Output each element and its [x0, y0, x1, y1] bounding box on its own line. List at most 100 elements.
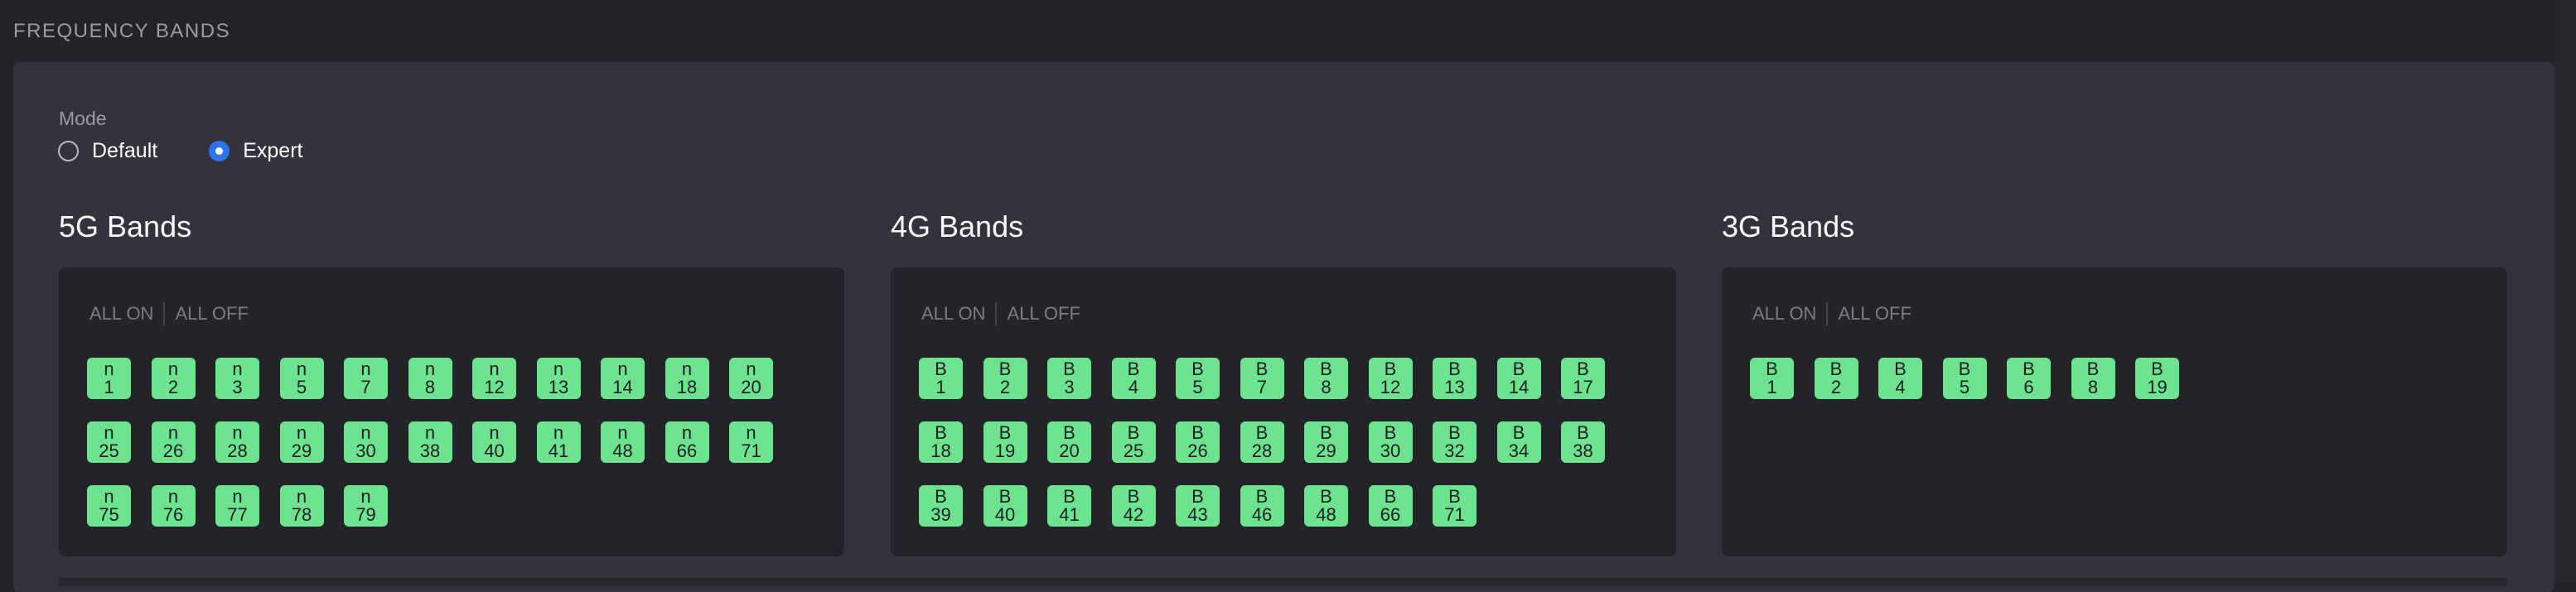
band-number: 20 — [1059, 440, 1080, 461]
band-chip-n1[interactable]: n 1 — [87, 358, 131, 399]
mode-label: Mode — [59, 108, 107, 129]
band-chip-n5[interactable]: n 5 — [279, 358, 324, 399]
band-chip-B29[interactable]: B 29 — [1304, 421, 1348, 463]
band-prefix: n — [296, 486, 307, 507]
band-chip-list: n 1 n 2 n 3 n 5 n 7 n 8 n 12 n 13 n 14 n… — [87, 358, 833, 527]
band-chip-B19[interactable]: B 19 — [2135, 358, 2179, 399]
band-number: 39 — [930, 504, 951, 525]
band-number: 8 — [424, 377, 436, 397]
band-toggles: ALL ON ALL OFF — [1752, 302, 1911, 325]
band-chip-B38[interactable]: B 38 — [1561, 421, 1605, 463]
band-prefix: n — [232, 422, 243, 443]
band-chip-B42[interactable]: B 42 — [1111, 485, 1156, 527]
radio-checked-icon[interactable] — [209, 141, 230, 161]
band-chip-n78[interactable]: n 78 — [279, 485, 324, 527]
band-chip-B4[interactable]: B 4 — [1878, 358, 1922, 399]
band-number: 5 — [1959, 377, 1970, 397]
band-chip-B2[interactable]: B 2 — [983, 358, 1027, 399]
band-chip-B30[interactable]: B 30 — [1368, 421, 1413, 463]
band-chip-n18[interactable]: n 18 — [665, 358, 709, 399]
all-on-button[interactable]: ALL ON — [89, 303, 154, 324]
band-chip-n41[interactable]: n 41 — [536, 421, 581, 463]
band-chip-B13[interactable]: B 13 — [1433, 358, 1476, 399]
band-chip-n12[interactable]: n 12 — [472, 358, 516, 399]
band-box: ALL ON ALL OFF n 1 n 2 n 3 n 5 n 7 n 8 n… — [59, 267, 844, 556]
band-chip-B48[interactable]: B 48 — [1304, 485, 1348, 527]
mode-radio-expert[interactable]: Expert — [209, 139, 302, 163]
band-chip-B2[interactable]: B 2 — [1814, 358, 1858, 399]
band-chip-n77[interactable]: n 77 — [215, 485, 259, 527]
band-chip-n14[interactable]: n 14 — [601, 358, 645, 399]
all-off-button[interactable]: ALL OFF — [175, 303, 249, 324]
band-chip-B7[interactable]: B 7 — [1240, 358, 1284, 399]
band-prefix: n — [167, 422, 179, 443]
band-chip-n28[interactable]: n 28 — [215, 421, 259, 463]
band-prefix: B — [1512, 359, 1525, 379]
band-chip-n20[interactable]: n 20 — [729, 358, 773, 399]
band-chip-n48[interactable]: n 48 — [601, 421, 645, 463]
band-chip-n75[interactable]: n 75 — [87, 485, 131, 527]
band-chip-B18[interactable]: B 18 — [919, 421, 963, 463]
mode-radio-default[interactable]: Default — [58, 139, 157, 163]
band-chip-B66[interactable]: B 66 — [1368, 485, 1413, 527]
band-chip-B41[interactable]: B 41 — [1047, 485, 1091, 527]
band-chip-B4[interactable]: B 4 — [1111, 358, 1156, 399]
band-chip-B43[interactable]: B 43 — [1176, 485, 1220, 527]
band-prefix: B — [1127, 422, 1140, 443]
radio-unchecked-icon[interactable] — [58, 141, 79, 161]
band-chip-n2[interactable]: n 2 — [151, 358, 196, 399]
band-chip-B19[interactable]: B 19 — [983, 421, 1027, 463]
band-chip-B5[interactable]: B 5 — [1176, 358, 1220, 399]
band-prefix: n — [681, 359, 693, 379]
band-chip-B1[interactable]: B 1 — [919, 358, 963, 399]
band-chip-n3[interactable]: n 3 — [215, 358, 259, 399]
band-chip-n76[interactable]: n 76 — [151, 485, 196, 527]
band-chip-B71[interactable]: B 71 — [1433, 485, 1476, 527]
band-chip-B32[interactable]: B 32 — [1433, 421, 1476, 463]
band-prefix: B — [1448, 359, 1461, 379]
band-chip-B8[interactable]: B 8 — [1304, 358, 1348, 399]
band-chip-n79[interactable]: n 79 — [344, 485, 388, 527]
band-prefix: B — [1063, 359, 1075, 379]
band-number: 41 — [1059, 504, 1080, 525]
all-off-button[interactable]: ALL OFF — [1838, 303, 1911, 324]
band-prefix: B — [1384, 422, 1397, 443]
band-prefix: B — [1127, 359, 1140, 379]
band-chip-B26[interactable]: B 26 — [1176, 421, 1220, 463]
band-chip-n8[interactable]: n 8 — [408, 358, 452, 399]
band-chip-n40[interactable]: n 40 — [472, 421, 516, 463]
band-chip-B1[interactable]: B 1 — [1750, 358, 1794, 399]
band-chip-B39[interactable]: B 39 — [919, 485, 963, 527]
band-prefix: B — [1127, 486, 1140, 507]
band-chip-B14[interactable]: B 14 — [1496, 358, 1541, 399]
band-chip-n38[interactable]: n 38 — [408, 421, 452, 463]
all-on-button[interactable]: ALL ON — [921, 303, 986, 324]
band-chip-n66[interactable]: n 66 — [665, 421, 709, 463]
band-chip-B3[interactable]: B 3 — [1047, 358, 1091, 399]
band-chip-n30[interactable]: n 30 — [344, 421, 388, 463]
all-off-button[interactable]: ALL OFF — [1007, 303, 1080, 324]
band-chip-B40[interactable]: B 40 — [983, 485, 1027, 527]
band-chip-n25[interactable]: n 25 — [87, 421, 131, 463]
band-chip-B6[interactable]: B 6 — [2007, 358, 2051, 399]
band-number: 71 — [741, 440, 761, 461]
band-chip-B17[interactable]: B 17 — [1561, 358, 1605, 399]
band-chip-B5[interactable]: B 5 — [1942, 358, 1987, 399]
band-chip-B12[interactable]: B 12 — [1368, 358, 1413, 399]
band-prefix: B — [1577, 359, 1589, 379]
band-chip-n26[interactable]: n 26 — [151, 421, 196, 463]
band-chip-n71[interactable]: n 71 — [729, 421, 773, 463]
band-chip-n7[interactable]: n 7 — [344, 358, 388, 399]
all-on-button[interactable]: ALL ON — [1752, 303, 1817, 324]
band-chip-B20[interactable]: B 20 — [1047, 421, 1091, 463]
band-number: 48 — [612, 440, 633, 461]
band-number: 40 — [484, 440, 505, 461]
band-chip-B8[interactable]: B 8 — [2071, 358, 2115, 399]
band-chip-n29[interactable]: n 29 — [279, 421, 324, 463]
band-chip-n13[interactable]: n 13 — [536, 358, 581, 399]
band-chip-B46[interactable]: B 46 — [1240, 485, 1284, 527]
band-chip-B28[interactable]: B 28 — [1240, 421, 1284, 463]
band-chip-B34[interactable]: B 34 — [1496, 421, 1541, 463]
band-number: 75 — [99, 504, 119, 525]
band-chip-B25[interactable]: B 25 — [1111, 421, 1156, 463]
